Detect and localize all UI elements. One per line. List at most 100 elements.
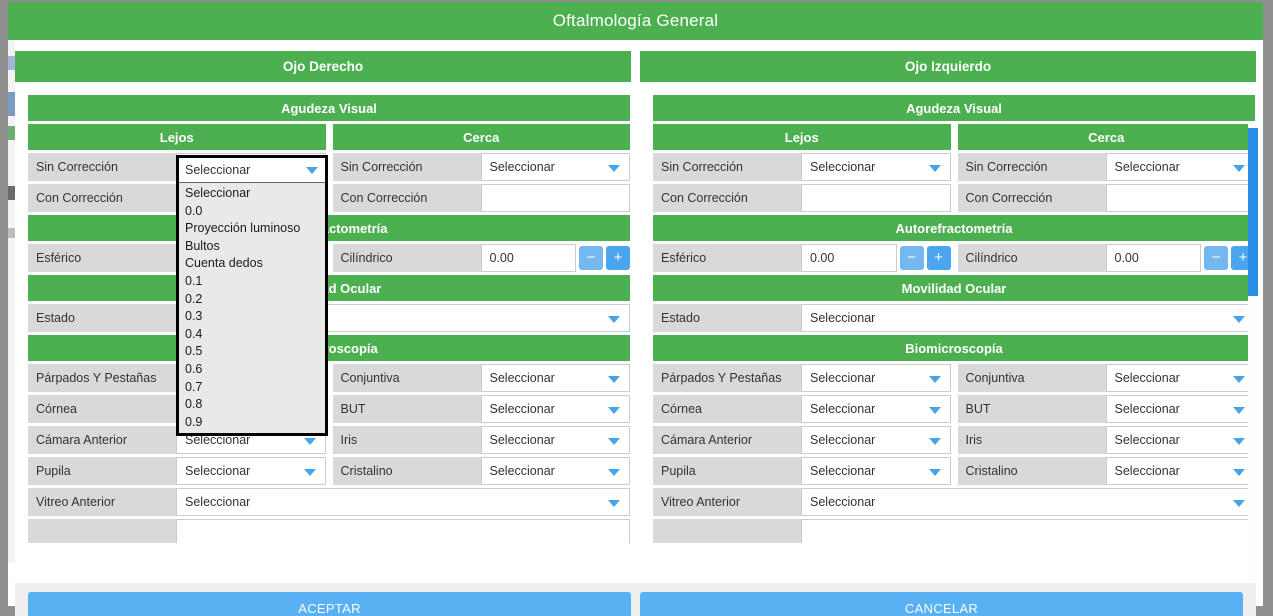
label-cilindrico: Cilíndrico [957, 244, 1106, 272]
dropdown-option-0-9[interactable]: 0.9 [185, 414, 203, 429]
dropdown-option-0-2[interactable]: 0.2 [185, 291, 203, 306]
dropdown-option-bultos[interactable]: Bultos [185, 238, 220, 253]
panel-content-ojo-izquierdo: Agudeza Visual Lejos Cerca Sin Corrección Se… [640, 82, 1256, 543]
text-input-con-correccion[interactable] [801, 184, 951, 212]
chevron-down-icon [306, 167, 318, 174]
select-pupila[interactable]: Seleccionar [176, 457, 326, 485]
dropdown-option-0-6[interactable]: 0.6 [185, 361, 203, 376]
notes-textarea[interactable] [801, 519, 1255, 543]
section-header-biomicroscopia: Biomicroscopía [653, 335, 1255, 361]
select-value: Seleccionar [489, 402, 555, 416]
select-cristalino[interactable]: Seleccionar [1105, 457, 1255, 485]
dropdown-option-0-3[interactable]: 0.3 [185, 309, 203, 324]
decrement-button[interactable]: − [899, 246, 924, 270]
subheader-cerca: Cerca [332, 124, 630, 150]
decrement-button[interactable]: − [579, 246, 603, 270]
select-iris[interactable]: Seleccionar [1105, 426, 1255, 454]
dropdown-option-0-8[interactable]: 0.8 [185, 397, 203, 412]
select-parpados-y-pestanas[interactable]: Seleccionar [801, 364, 951, 392]
label-cristalino: Cristalino [957, 457, 1106, 485]
select-vitreo-anterior[interactable]: Seleccionar [176, 488, 630, 516]
increment-button[interactable]: + [926, 246, 951, 270]
chevron-down-icon [608, 469, 620, 476]
form-cell-parpados-y-pestanas: Párpados Y Pestañas Seleccionar [653, 364, 951, 392]
aceptar-button[interactable]: ACEPTAR [28, 592, 631, 616]
form-row: Con Corrección Con Corrección [653, 184, 1255, 212]
select-sin-correccion[interactable]: Seleccionar [801, 153, 951, 181]
dropdown-option-0-7[interactable]: 0.7 [185, 379, 203, 394]
section-header-agudeza-visual: Agudeza Visual [28, 95, 630, 121]
text-input-con-correccion[interactable] [1105, 184, 1255, 212]
dropdown-option-cuenta-dedos[interactable]: Cuenta dedos [185, 256, 263, 271]
select-conjuntiva[interactable]: Seleccionar [480, 364, 630, 392]
chevron-down-icon [608, 316, 620, 323]
dropdown-option-0-4[interactable]: 0.4 [185, 326, 203, 341]
open-dropdown-selected[interactable]: Seleccionar [179, 158, 325, 183]
select-sin-correccion[interactable]: Seleccionar [1105, 153, 1255, 181]
label-estado: Estado [28, 304, 176, 332]
field-sin-correccion: Seleccionar [801, 153, 951, 181]
label-parpados-y-pestanas: Párpados Y Pestañas [653, 364, 801, 392]
form-row: Vitreo Anterior Seleccionar [28, 488, 630, 516]
field-but: Seleccionar [1105, 395, 1255, 423]
select-value: Seleccionar [1114, 371, 1180, 385]
field-empty [176, 519, 630, 543]
cancelar-button[interactable]: CANCELAR [640, 592, 1243, 616]
select-value: Seleccionar [489, 160, 555, 174]
underlying-page-sliver [8, 40, 15, 563]
select-value: Seleccionar [1114, 160, 1180, 174]
notes-textarea[interactable] [176, 519, 630, 543]
dropdown-option-0-0[interactable]: 0.0 [185, 203, 203, 218]
select-camara-anterior[interactable]: Seleccionar [801, 426, 951, 454]
label-con-correccion: Con Corrección [653, 184, 801, 212]
field-esferico: 0.00 −+ [801, 244, 951, 272]
select-vitreo-anterior[interactable]: Seleccionar [801, 488, 1255, 516]
field-cilindrico: 0.00− + [1105, 244, 1255, 272]
number-value: 0.00 [810, 251, 835, 265]
select-sin-correccion[interactable]: Seleccionar [480, 153, 630, 181]
select-conjuntiva[interactable]: Seleccionar [1105, 364, 1255, 392]
dropdown-option-0-1[interactable]: 0.1 [185, 273, 203, 288]
select-value: Seleccionar [810, 311, 876, 325]
select-but[interactable]: Seleccionar [480, 395, 630, 423]
select-iris[interactable]: Seleccionar [480, 426, 630, 454]
field-camara-anterior: Seleccionar [801, 426, 951, 454]
decrement-button[interactable]: − [1204, 246, 1228, 270]
dropdown-option-proyeccion-luminoso[interactable]: Proyección luminoso [185, 221, 301, 236]
number-input-esferico[interactable]: 0.00 [801, 244, 897, 272]
chevron-down-icon [928, 376, 941, 383]
panel-scrollbar-track[interactable] [1248, 124, 1258, 583]
select-estado[interactable]: Seleccionar [801, 304, 1255, 332]
chevron-down-icon [1233, 376, 1245, 383]
select-pupila[interactable]: Seleccionar [801, 457, 951, 485]
text-input-con-correccion[interactable] [480, 184, 630, 212]
panel-scrollbar-thumb[interactable] [1248, 128, 1258, 296]
select-cornea[interactable]: Seleccionar [801, 395, 951, 423]
label-iris: Iris [957, 426, 1106, 454]
panel-ojo-izquierdo: Ojo Izquierdo Agudeza Visual Lejos Cerca Sin… [640, 51, 1256, 543]
form-cell-cristalino: Cristalino Seleccionar [332, 457, 630, 485]
form-row: Cámara Anterior Seleccionar Iris Selecciona… [28, 426, 630, 454]
increment-button[interactable]: + [606, 246, 630, 270]
label-cornea: Córnea [28, 395, 176, 423]
label-con-correccion: Con Corrección [957, 184, 1106, 212]
number-value: 0.00 [1114, 251, 1139, 265]
dropdown-option-0-5[interactable]: 0.5 [185, 344, 203, 359]
select-but[interactable]: Seleccionar [1105, 395, 1255, 423]
field-sin-correccion: Seleccionar [1105, 153, 1255, 181]
form-cell-cristalino: Cristalino Seleccionar [957, 457, 1255, 485]
select-cristalino[interactable]: Seleccionar [480, 457, 630, 485]
dropdown-option-seleccionar[interactable]: Seleccionar [185, 186, 251, 200]
field-cornea: Seleccionar [801, 395, 951, 423]
number-input-cilindrico[interactable]: 0.00 [480, 244, 576, 272]
chevron-down-icon [608, 165, 620, 172]
page-fragment-dark [8, 186, 15, 200]
form-row [28, 519, 630, 543]
open-dropdown-option-list: Seleccionar 0.0 Proyección luminoso Bultos C… [179, 183, 325, 433]
number-input-cilindrico[interactable]: 0.00 [1105, 244, 1201, 272]
label-sin-correccion: Sin Corrección [332, 153, 481, 181]
label-cristalino: Cristalino [332, 457, 481, 485]
panel-header-ojo-derecho: Ojo Derecho [15, 51, 631, 82]
